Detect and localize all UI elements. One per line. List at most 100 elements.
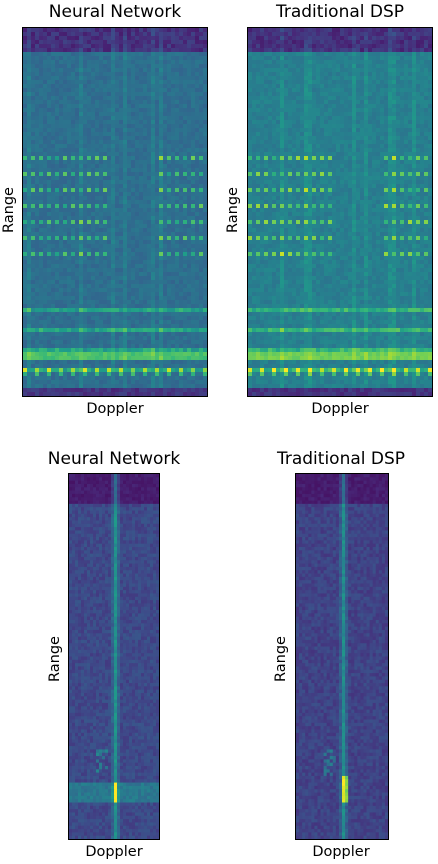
heatmap-cell	[372, 40, 377, 45]
heatmap-cell	[83, 172, 88, 177]
heatmap-cell	[195, 128, 200, 133]
heatmap-cell	[332, 36, 337, 41]
heatmap-cell	[83, 176, 88, 181]
heatmap-cell	[55, 28, 60, 33]
heatmap-cell	[167, 40, 172, 45]
heatmap-cell	[87, 392, 92, 396]
heatmap-cell	[115, 192, 120, 197]
heatmap-cell	[131, 128, 136, 133]
heatmap-cell	[119, 348, 124, 353]
heatmap-cell	[280, 32, 285, 37]
heatmap-cell	[63, 232, 68, 237]
heatmap-cell	[107, 256, 112, 261]
heatmap-cell	[195, 188, 200, 193]
heatmap-cell	[43, 224, 48, 229]
heatmap-cell	[179, 168, 184, 173]
heatmap-cell	[23, 164, 28, 169]
heatmap-cell	[199, 108, 204, 113]
heatmap-cell	[147, 204, 152, 209]
heatmap-cell	[99, 100, 104, 105]
heatmap-cell	[43, 172, 48, 177]
heatmap-cell	[39, 176, 44, 181]
heatmap-cell	[107, 124, 112, 129]
heatmap-cell	[127, 128, 132, 133]
heatmap-cell	[83, 108, 88, 113]
heatmap-cell	[256, 44, 261, 49]
heatmap-cell	[43, 212, 48, 217]
heatmap-cell	[99, 336, 104, 341]
heatmap-cell	[151, 140, 156, 145]
heatmap-cell	[111, 32, 116, 37]
heatmap-cell	[163, 384, 168, 389]
heatmap-cell	[183, 64, 188, 69]
heatmap-cell	[404, 28, 409, 33]
heatmap-cell	[143, 248, 148, 253]
heatmap-cell	[187, 292, 192, 297]
heatmap-cell	[127, 320, 132, 325]
heatmap-cell	[167, 228, 172, 233]
heatmap-cell	[39, 336, 44, 341]
heatmap-cell	[115, 64, 120, 69]
heatmap-cell	[147, 68, 152, 73]
heatmap-cell	[143, 108, 148, 113]
heatmap-cell	[187, 164, 192, 169]
heatmap-cell	[99, 180, 104, 185]
heatmap-cell	[191, 332, 196, 337]
heatmap-cell	[252, 72, 257, 77]
heatmap-cell	[107, 284, 112, 289]
heatmap-cell	[151, 328, 156, 333]
heatmap-cell	[31, 144, 36, 149]
heatmap-cell	[135, 384, 140, 389]
heatmap-cell	[131, 176, 136, 181]
heatmap-cell	[79, 128, 84, 133]
heatmap-cell	[131, 156, 136, 161]
heatmap-cell	[272, 44, 277, 49]
heatmap-cell	[199, 112, 204, 117]
heatmap-cell	[55, 256, 60, 261]
heatmap-cell	[163, 240, 168, 245]
heatmap-cell	[51, 268, 56, 273]
heatmap-cell	[400, 60, 405, 65]
heatmap-cell	[55, 204, 60, 209]
heatmap-cell	[59, 212, 64, 217]
heatmap-cell	[187, 64, 192, 69]
heatmap-cell	[191, 56, 196, 61]
heatmap-cell	[147, 324, 152, 329]
heatmap-cell	[139, 32, 144, 37]
heatmap-cell	[59, 352, 64, 357]
heatmap-cell	[179, 68, 184, 73]
heatmap-cell	[91, 56, 96, 61]
heatmap-cell	[171, 156, 176, 161]
heatmap-cell	[388, 52, 393, 57]
heatmap-cell	[175, 100, 180, 105]
heatmap-cell	[179, 296, 184, 301]
heatmap-cell	[163, 120, 168, 125]
heatmap-cell	[151, 172, 156, 177]
heatmap-cell	[135, 168, 140, 173]
heatmap-cell	[87, 316, 92, 321]
heatmap-cell	[63, 228, 68, 233]
heatmap-cell	[123, 200, 128, 205]
heatmap-cell	[171, 340, 176, 345]
heatmap-cell	[63, 392, 68, 396]
heatmap-cell	[143, 28, 148, 33]
heatmap-cell	[171, 200, 176, 205]
heatmap-cell	[31, 320, 36, 325]
heatmap-cell	[111, 40, 116, 45]
heatmap-cell	[328, 64, 333, 69]
heatmap-cell	[131, 260, 136, 265]
heatmap-cell	[187, 256, 192, 261]
heatmap-cell	[252, 52, 257, 57]
heatmap-cell	[59, 184, 64, 189]
heatmap-cell	[71, 372, 76, 377]
heatmap-cell	[147, 256, 152, 261]
heatmap-cell	[103, 28, 108, 33]
heatmap-cell	[127, 312, 132, 317]
heatmap-cell	[111, 144, 116, 149]
heatmap-cell	[308, 32, 313, 37]
heatmap-cell	[143, 228, 148, 233]
heatmap-cell	[175, 56, 180, 61]
heatmap-cell	[143, 308, 148, 313]
heatmap-cell	[135, 172, 140, 177]
heatmap-cell	[59, 376, 64, 381]
